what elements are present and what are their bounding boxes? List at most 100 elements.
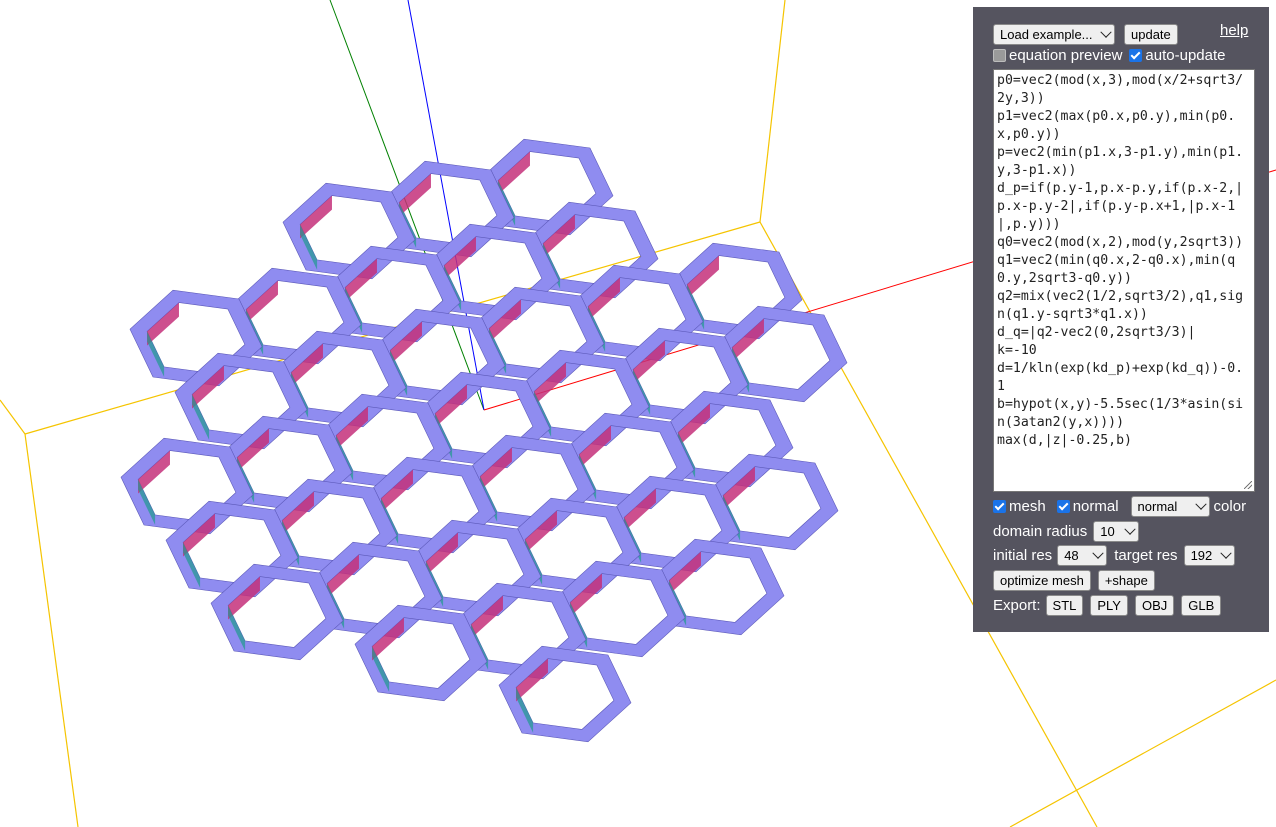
domain-radius-value: 10 <box>1100 524 1115 539</box>
mesh-inner-wall <box>228 605 246 651</box>
mesh-inner-wall <box>345 258 377 302</box>
mesh-inner-wall <box>534 362 566 406</box>
mesh-inner-wall <box>444 236 476 280</box>
mesh-inner-wall <box>525 510 557 554</box>
load-example-select[interactable]: Load example... <box>993 24 1115 45</box>
mesh-inner-wall <box>183 513 215 557</box>
export-obj-button[interactable]: OBJ <box>1134 595 1175 616</box>
mesh-inner-wall <box>372 617 404 661</box>
mesh-inner-wall <box>624 488 656 532</box>
mesh-inner-wall <box>498 151 530 195</box>
mesh-inner-wall <box>579 425 611 469</box>
editor-line: b=hypot(x,y)-5.5sec(1/3*asin(sin(3atan2(… <box>997 397 1244 430</box>
mesh-label: mesh <box>1009 498 1046 515</box>
domain-radius-label: domain radius <box>993 523 1088 540</box>
target-res-select[interactable]: 192 <box>1183 545 1235 566</box>
mesh-inner-wall <box>237 428 269 472</box>
control-panel: Load example... update help equation pre… <box>973 7 1269 632</box>
mesh-inner-wall <box>426 532 458 576</box>
mesh-inner-wall <box>480 447 512 491</box>
mesh-inner-wall <box>336 406 368 450</box>
chevron-down-icon <box>1219 547 1232 559</box>
target-res-value: 192 <box>1190 548 1213 563</box>
color-mode-value: normal <box>1137 499 1178 514</box>
editor-line: q2=mix(vec2(1/2,sqrt3/2),q1,sign(q1.y-sq… <box>997 289 1244 322</box>
mesh-inner-wall <box>147 302 179 346</box>
export-glb-button[interactable]: GLB <box>1181 595 1222 616</box>
mesh-inner-wall <box>390 321 422 365</box>
domain-radius-select[interactable]: 10 <box>1093 521 1140 542</box>
equation-preview-checkbox[interactable] <box>993 49 1006 62</box>
mesh-inner-wall <box>687 255 719 299</box>
editor-lines: p0=vec2(mod(x,3),mod(x/2+sqrt3/2y,3)) p1=… <box>997 72 1251 450</box>
mesh-inner-wall <box>669 551 701 595</box>
optimize-mesh-button[interactable]: optimize mesh <box>993 570 1091 591</box>
initial-res-select[interactable]: 48 <box>1057 545 1108 566</box>
normal-label: normal <box>1072 498 1119 515</box>
chevron-down-icon <box>1124 523 1136 535</box>
color-mode-select[interactable]: normal <box>1130 496 1210 517</box>
mesh-inner-wall <box>543 214 575 258</box>
mesh-cell <box>354 604 488 702</box>
mesh-inner-wall <box>633 340 665 384</box>
mesh-inner-wall <box>228 576 260 620</box>
editor-line: k=-10 <box>997 343 1037 358</box>
mesh-checkbox[interactable] <box>993 500 1006 513</box>
mesh-inner-wall <box>138 479 156 525</box>
mesh-inner-wall <box>147 331 165 377</box>
chevron-down-icon <box>1100 26 1112 38</box>
mesh-inner-wall <box>282 491 314 535</box>
editor-line: p1=vec2(max(p0.x,p0.y),min(p0.x,p0.y)) <box>997 109 1236 142</box>
equation-editor[interactable]: p0=vec2(mod(x,3),mod(x/2+sqrt3/2y,3)) p1=… <box>993 69 1255 492</box>
editor-line: q1=vec2(min(q0.x,2-q0.x),min(q0.y,2sqrt3… <box>997 253 1236 286</box>
equation-preview-label: equation preview <box>1009 47 1123 64</box>
mesh-inner-wall <box>183 542 201 588</box>
mesh-inner-wall <box>192 394 210 440</box>
mesh-inner-wall <box>246 280 278 324</box>
mesh-inner-wall <box>516 658 548 702</box>
auto-update-checkbox[interactable] <box>1129 49 1143 62</box>
mesh-inner-wall <box>300 224 318 270</box>
chevron-down-icon <box>1194 498 1207 510</box>
mesh-inner-wall <box>300 195 332 239</box>
mesh-cell <box>498 645 632 743</box>
target-res-label: target res <box>1114 547 1178 564</box>
mesh-inner-wall <box>327 554 359 598</box>
load-example-label: Load example... <box>1000 27 1093 42</box>
auto-update-label: auto-update <box>1145 47 1226 64</box>
help-link[interactable]: help <box>1220 22 1249 39</box>
normal-checkbox[interactable] <box>1056 500 1070 513</box>
editor-line: p=vec2(min(p1.x,3-p1.y),min(p1.y,3-p1.x)… <box>997 145 1244 178</box>
export-stl-button[interactable]: STL <box>1045 595 1084 616</box>
add-shape-button[interactable]: +shape <box>1097 570 1155 591</box>
mesh-inner-wall <box>291 343 323 387</box>
update-button[interactable]: update <box>1124 24 1178 45</box>
editor-line: max(d,|z|-0.25,b) <box>997 433 1132 448</box>
resize-grip-icon[interactable] <box>1244 481 1252 489</box>
mesh-inner-wall <box>732 318 764 362</box>
editor-line: d_p=if(p.y-1,p.x-p.y,if(p.x-2,|p.x-p.y-2… <box>997 181 1244 232</box>
mesh-inner-wall <box>678 403 710 447</box>
chevron-down-icon <box>1092 547 1104 559</box>
mesh-inner-wall <box>381 469 413 513</box>
mesh-inner-wall <box>723 466 755 510</box>
mesh-inner-wall <box>192 365 224 409</box>
initial-res-label: initial res <box>993 547 1053 564</box>
mesh-cell <box>210 563 344 661</box>
mesh-inner-wall <box>588 277 620 321</box>
mesh-inner-wall <box>570 573 602 617</box>
editor-line: q0=vec2(mod(x,2),mod(y,2sqrt3)) <box>997 235 1244 250</box>
mesh-inner-wall <box>516 687 534 733</box>
export-label: Export: <box>993 597 1041 614</box>
editor-line: p0=vec2(mod(x,3),mod(x/2+sqrt3/2y,3)) <box>997 73 1244 106</box>
mesh-inner-wall <box>435 384 467 428</box>
mesh-inner-wall <box>372 646 390 692</box>
editor-line: d=1/kln(exp(kd_p)+exp(kd_q))-0.1 <box>997 361 1244 394</box>
mesh-inner-wall <box>489 299 521 343</box>
mesh-inner-wall <box>399 173 431 217</box>
mesh-inner-wall <box>138 450 170 494</box>
mesh-inner-wall <box>471 595 503 639</box>
editor-line: d_q=|q2-vec2(0,2sqrt3/3)| <box>997 325 1196 340</box>
export-ply-button[interactable]: PLY <box>1090 595 1128 616</box>
